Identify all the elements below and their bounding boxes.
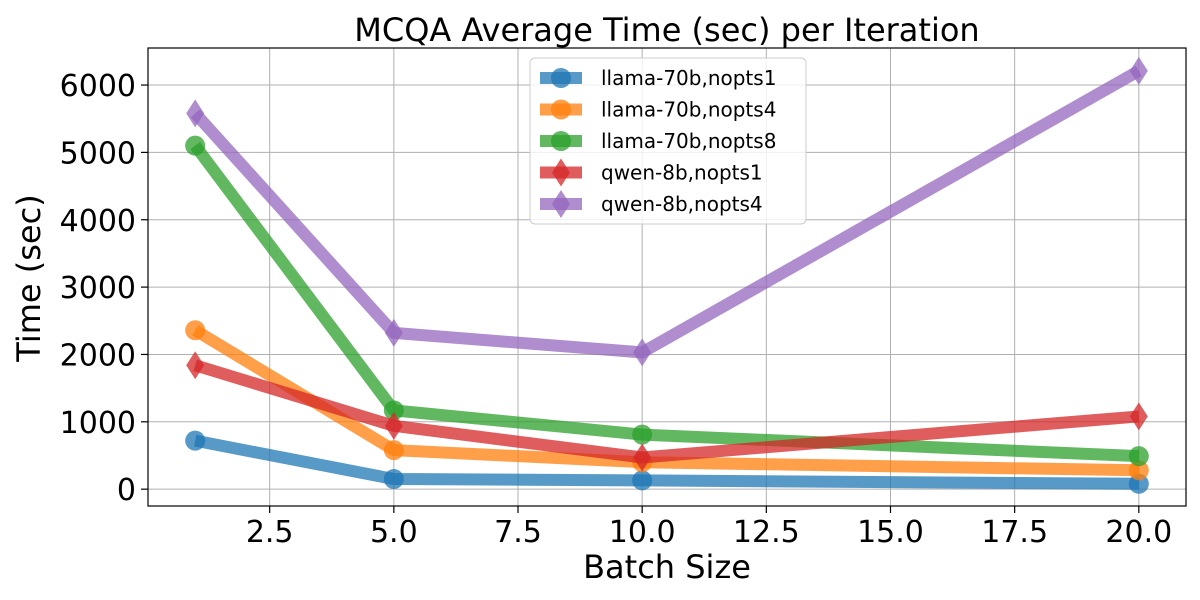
legend: llama-70b,nopts1 llama-70b,nopts4 llama-70… [529, 57, 807, 225]
x-tick-label: 17.5 [981, 515, 1048, 550]
legend-marker [551, 99, 571, 120]
series-group [185, 56, 1149, 494]
data-point [185, 430, 206, 451]
y-tick-label: 4000 [60, 204, 136, 239]
legend-item: llama-70b,nopts1 [540, 66, 776, 90]
data-point [1129, 402, 1148, 431]
series-line [194, 434, 1139, 490]
data-point [185, 320, 206, 341]
legend-item: qwen-8b,nopts1 [540, 158, 763, 187]
legend-label: qwen-8b,nopts1 [601, 161, 763, 185]
data-point [383, 400, 404, 421]
data-point [1128, 460, 1149, 481]
legend-label: qwen-8b,nopts4 [601, 192, 763, 216]
y-tick-label: 6000 [60, 69, 136, 104]
chart-title: MCQA Average Time (sec) per Iteration [354, 11, 979, 49]
data-point [186, 99, 205, 128]
legend-label: llama-70b,nopts4 [601, 98, 776, 122]
data-point [632, 470, 653, 491]
legend-item: qwen-8b,nopts4 [540, 190, 763, 218]
series-qwen-8b-nopts4 [186, 56, 1148, 367]
axis-ticks: 2.5 5.0 7.5 10.0 12.5 15.0 17.5 20.0 0 1000 2000 30… [60, 69, 1173, 550]
legend-marker [551, 131, 571, 151]
series-qwen-8b-nopts1 [186, 351, 1148, 472]
data-point [384, 318, 403, 347]
y-tick-label: 1000 [60, 406, 136, 441]
x-tick-label: 5.0 [370, 515, 418, 550]
x-tick-label: 15.0 [857, 515, 924, 550]
legend-item: llama-70b,nopts8 [540, 129, 776, 153]
y-tick-label: 5000 [60, 136, 136, 171]
x-tick-label: 7.5 [494, 515, 542, 550]
data-point [185, 135, 206, 156]
series-line [193, 359, 1140, 464]
data-point [186, 351, 205, 380]
data-point [632, 424, 653, 445]
x-axis-label: Batch Size [583, 548, 751, 586]
y-axis-label: Time (sec) [10, 194, 48, 362]
plot-frame [147, 47, 1187, 507]
series-line [190, 142, 1140, 463]
x-tick-label: 2.5 [246, 515, 294, 550]
data-point [1128, 446, 1149, 467]
data-point [384, 411, 403, 440]
x-tick-label: 12.5 [733, 515, 800, 550]
legend-label: llama-70b,nopts8 [601, 129, 776, 153]
series-line [190, 65, 1142, 359]
series-llama-70b-nopts8 [185, 135, 1149, 467]
data-point [1129, 56, 1148, 85]
y-tick-label: 0 [117, 473, 136, 508]
x-tick-label: 10.0 [609, 515, 676, 550]
legend-item: llama-70b,nopts4 [540, 98, 776, 122]
data-point [633, 443, 652, 472]
data-point [383, 440, 404, 461]
y-tick-label: 2000 [60, 338, 136, 373]
y-tick-label: 3000 [60, 271, 136, 306]
legend-marker [552, 190, 570, 218]
x-tick-label: 20.0 [1105, 515, 1172, 550]
legend-box [529, 57, 807, 225]
legend-marker [552, 158, 570, 187]
data-point [383, 469, 404, 490]
legend-marker [551, 68, 571, 88]
data-point [633, 338, 652, 367]
legend-label: llama-70b,nopts1 [601, 66, 776, 90]
